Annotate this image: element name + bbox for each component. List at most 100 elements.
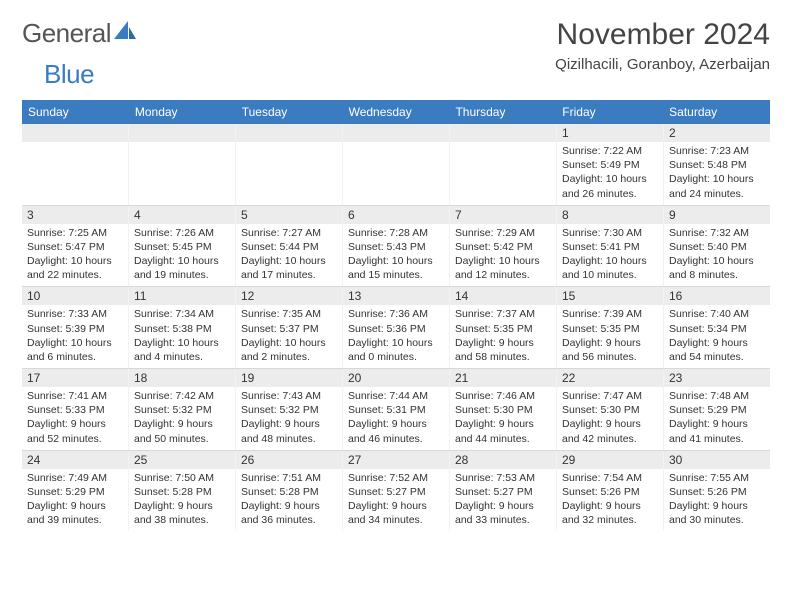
calendar-cell: 24Sunrise: 7:49 AMSunset: 5:29 PMDayligh… bbox=[22, 451, 129, 532]
cell-body: Sunrise: 7:33 AMSunset: 5:39 PMDaylight:… bbox=[22, 305, 128, 368]
daylight-text: Daylight: 10 hours and 19 minutes. bbox=[134, 254, 230, 282]
daylight-text: Daylight: 9 hours and 34 minutes. bbox=[348, 499, 444, 527]
sunrise-text: Sunrise: 7:35 AM bbox=[241, 307, 337, 321]
sunset-text: Sunset: 5:30 PM bbox=[455, 403, 551, 417]
day-header: Saturday bbox=[663, 100, 770, 124]
daylight-text: Daylight: 10 hours and 0 minutes. bbox=[348, 336, 444, 364]
sunset-text: Sunset: 5:38 PM bbox=[134, 322, 230, 336]
title-block: November 2024 Qizilhacili, Goranboy, Aze… bbox=[555, 18, 770, 73]
daylight-text: Daylight: 9 hours and 42 minutes. bbox=[562, 417, 658, 445]
week-row: 24Sunrise: 7:49 AMSunset: 5:29 PMDayligh… bbox=[22, 451, 770, 532]
day-header: Thursday bbox=[449, 100, 556, 124]
location-text: Qizilhacili, Goranboy, Azerbaijan bbox=[555, 56, 770, 73]
cell-body: Sunrise: 7:28 AMSunset: 5:43 PMDaylight:… bbox=[343, 224, 449, 287]
sunset-text: Sunset: 5:47 PM bbox=[27, 240, 123, 254]
sunset-text: Sunset: 5:26 PM bbox=[562, 485, 658, 499]
sunrise-text: Sunrise: 7:52 AM bbox=[348, 471, 444, 485]
cell-body: Sunrise: 7:27 AMSunset: 5:44 PMDaylight:… bbox=[236, 224, 342, 287]
sunset-text: Sunset: 5:29 PM bbox=[669, 403, 765, 417]
daylight-text: Daylight: 10 hours and 26 minutes. bbox=[562, 172, 658, 200]
sunset-text: Sunset: 5:32 PM bbox=[134, 403, 230, 417]
cell-body: Sunrise: 7:46 AMSunset: 5:30 PMDaylight:… bbox=[450, 387, 556, 450]
calendar-cell: 13Sunrise: 7:36 AMSunset: 5:36 PMDayligh… bbox=[343, 287, 450, 368]
sunset-text: Sunset: 5:28 PM bbox=[134, 485, 230, 499]
cell-body: Sunrise: 7:49 AMSunset: 5:29 PMDaylight:… bbox=[22, 469, 128, 532]
calendar-cell: 10Sunrise: 7:33 AMSunset: 5:39 PMDayligh… bbox=[22, 287, 129, 368]
day-number: 5 bbox=[236, 206, 342, 224]
cell-body: Sunrise: 7:25 AMSunset: 5:47 PMDaylight:… bbox=[22, 224, 128, 287]
day-number: 1 bbox=[557, 124, 663, 142]
day-number: 19 bbox=[236, 369, 342, 387]
sunrise-text: Sunrise: 7:47 AM bbox=[562, 389, 658, 403]
day-number bbox=[343, 124, 449, 142]
sunrise-text: Sunrise: 7:43 AM bbox=[241, 389, 337, 403]
calendar-cell: 2Sunrise: 7:23 AMSunset: 5:48 PMDaylight… bbox=[664, 124, 770, 205]
day-header: Friday bbox=[556, 100, 663, 124]
daylight-text: Daylight: 10 hours and 2 minutes. bbox=[241, 336, 337, 364]
day-header-row: SundayMondayTuesdayWednesdayThursdayFrid… bbox=[22, 100, 770, 124]
sunrise-text: Sunrise: 7:33 AM bbox=[27, 307, 123, 321]
sunset-text: Sunset: 5:31 PM bbox=[348, 403, 444, 417]
day-number: 11 bbox=[129, 287, 235, 305]
day-number: 23 bbox=[664, 369, 770, 387]
daylight-text: Daylight: 10 hours and 22 minutes. bbox=[27, 254, 123, 282]
sunrise-text: Sunrise: 7:25 AM bbox=[27, 226, 123, 240]
sunrise-text: Sunrise: 7:54 AM bbox=[562, 471, 658, 485]
week-row: 17Sunrise: 7:41 AMSunset: 5:33 PMDayligh… bbox=[22, 369, 770, 451]
sunset-text: Sunset: 5:48 PM bbox=[669, 158, 765, 172]
day-number: 9 bbox=[664, 206, 770, 224]
daylight-text: Daylight: 9 hours and 36 minutes. bbox=[241, 499, 337, 527]
cell-body: Sunrise: 7:30 AMSunset: 5:41 PMDaylight:… bbox=[557, 224, 663, 287]
cell-body: Sunrise: 7:44 AMSunset: 5:31 PMDaylight:… bbox=[343, 387, 449, 450]
sunrise-text: Sunrise: 7:28 AM bbox=[348, 226, 444, 240]
day-number: 17 bbox=[22, 369, 128, 387]
sunset-text: Sunset: 5:37 PM bbox=[241, 322, 337, 336]
cell-body: Sunrise: 7:54 AMSunset: 5:26 PMDaylight:… bbox=[557, 469, 663, 532]
cell-body: Sunrise: 7:39 AMSunset: 5:35 PMDaylight:… bbox=[557, 305, 663, 368]
calendar-cell: 29Sunrise: 7:54 AMSunset: 5:26 PMDayligh… bbox=[557, 451, 664, 532]
daylight-text: Daylight: 9 hours and 50 minutes. bbox=[134, 417, 230, 445]
sunset-text: Sunset: 5:45 PM bbox=[134, 240, 230, 254]
calendar-cell: 26Sunrise: 7:51 AMSunset: 5:28 PMDayligh… bbox=[236, 451, 343, 532]
cell-body: Sunrise: 7:41 AMSunset: 5:33 PMDaylight:… bbox=[22, 387, 128, 450]
cell-body: Sunrise: 7:52 AMSunset: 5:27 PMDaylight:… bbox=[343, 469, 449, 532]
day-number: 21 bbox=[450, 369, 556, 387]
calendar-cell: 5Sunrise: 7:27 AMSunset: 5:44 PMDaylight… bbox=[236, 206, 343, 287]
calendar-cell: 14Sunrise: 7:37 AMSunset: 5:35 PMDayligh… bbox=[450, 287, 557, 368]
month-title: November 2024 bbox=[555, 18, 770, 52]
day-number: 24 bbox=[22, 451, 128, 469]
sunrise-text: Sunrise: 7:50 AM bbox=[134, 471, 230, 485]
sunset-text: Sunset: 5:34 PM bbox=[669, 322, 765, 336]
sunset-text: Sunset: 5:32 PM bbox=[241, 403, 337, 417]
calendar-cell: 16Sunrise: 7:40 AMSunset: 5:34 PMDayligh… bbox=[664, 287, 770, 368]
cell-body: Sunrise: 7:29 AMSunset: 5:42 PMDaylight:… bbox=[450, 224, 556, 287]
cell-body: Sunrise: 7:43 AMSunset: 5:32 PMDaylight:… bbox=[236, 387, 342, 450]
cell-body: Sunrise: 7:53 AMSunset: 5:27 PMDaylight:… bbox=[450, 469, 556, 532]
sunrise-text: Sunrise: 7:49 AM bbox=[27, 471, 123, 485]
calendar-cell bbox=[236, 124, 343, 205]
day-number bbox=[22, 124, 128, 142]
daylight-text: Daylight: 9 hours and 58 minutes. bbox=[455, 336, 551, 364]
cell-body: Sunrise: 7:26 AMSunset: 5:45 PMDaylight:… bbox=[129, 224, 235, 287]
day-number: 13 bbox=[343, 287, 449, 305]
sunrise-text: Sunrise: 7:51 AM bbox=[241, 471, 337, 485]
day-number: 6 bbox=[343, 206, 449, 224]
week-row: 1Sunrise: 7:22 AMSunset: 5:49 PMDaylight… bbox=[22, 124, 770, 206]
day-number: 7 bbox=[450, 206, 556, 224]
day-number: 25 bbox=[129, 451, 235, 469]
day-header: Tuesday bbox=[236, 100, 343, 124]
day-number bbox=[236, 124, 342, 142]
sunset-text: Sunset: 5:44 PM bbox=[241, 240, 337, 254]
day-number: 27 bbox=[343, 451, 449, 469]
calendar-grid: SundayMondayTuesdayWednesdayThursdayFrid… bbox=[22, 100, 770, 531]
day-number: 16 bbox=[664, 287, 770, 305]
calendar-cell bbox=[343, 124, 450, 205]
daylight-text: Daylight: 9 hours and 52 minutes. bbox=[27, 417, 123, 445]
sunset-text: Sunset: 5:33 PM bbox=[27, 403, 123, 417]
day-number: 3 bbox=[22, 206, 128, 224]
daylight-text: Daylight: 9 hours and 46 minutes. bbox=[348, 417, 444, 445]
sunset-text: Sunset: 5:42 PM bbox=[455, 240, 551, 254]
cell-body: Sunrise: 7:42 AMSunset: 5:32 PMDaylight:… bbox=[129, 387, 235, 450]
day-number: 10 bbox=[22, 287, 128, 305]
calendar-cell: 3Sunrise: 7:25 AMSunset: 5:47 PMDaylight… bbox=[22, 206, 129, 287]
